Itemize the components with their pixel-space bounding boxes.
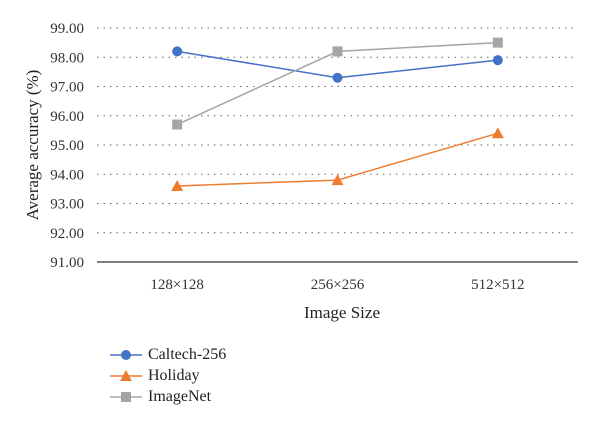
data-point	[172, 46, 183, 57]
series-imagenet	[172, 37, 503, 130]
x-tick-label: 512×512	[471, 277, 524, 293]
x-axis-title: Image Size	[304, 303, 380, 322]
y-tick-label: 98.00	[50, 50, 84, 66]
data-point	[492, 55, 503, 66]
y-tick-label: 91.00	[50, 255, 84, 271]
data-point	[171, 179, 184, 191]
legend-label: Holiday	[148, 366, 200, 384]
legend-item-holiday: Holiday	[110, 365, 226, 386]
grid-lines	[97, 27, 578, 263]
x-tick-label: 256×256	[311, 277, 365, 293]
y-axis-title: Average accuracy (%)	[23, 70, 42, 221]
circle-marker-icon	[110, 349, 142, 360]
series-caltech-256	[172, 46, 503, 83]
x-tick-label: 128×128	[150, 277, 203, 293]
data-point	[492, 37, 503, 48]
series-layer	[171, 37, 504, 191]
y-tick-label: 97.00	[50, 80, 84, 96]
data-point	[331, 174, 344, 186]
y-tick-label: 94.00	[50, 167, 84, 183]
series-holiday	[171, 127, 504, 191]
data-point	[332, 46, 343, 57]
legend-label: ImageNet	[148, 387, 212, 405]
y-tick-label: 96.00	[50, 109, 84, 125]
legend-label: Caltech-256	[148, 345, 227, 363]
x-tick-labels: 128×128 256×256 512×512	[150, 277, 524, 293]
legend: Caltech-256 Holiday ImageNet	[110, 344, 226, 407]
data-point	[332, 72, 343, 83]
legend-item-imagenet: ImageNet	[110, 386, 226, 407]
y-tick-labels: 91.00 92.00 93.00 94.00 95.00 96.00 97.00 98.00…	[50, 21, 84, 271]
y-tick-label: 92.00	[50, 226, 84, 242]
y-tick-label: 99.00	[50, 21, 84, 37]
square-marker-icon	[110, 391, 142, 402]
y-tick-label: 93.00	[50, 197, 84, 213]
legend-item-caltech: Caltech-256	[110, 344, 226, 365]
y-tick-label: 95.00	[50, 138, 84, 154]
data-point	[491, 127, 504, 139]
triangle-marker-icon	[110, 369, 142, 381]
data-point	[172, 119, 183, 130]
